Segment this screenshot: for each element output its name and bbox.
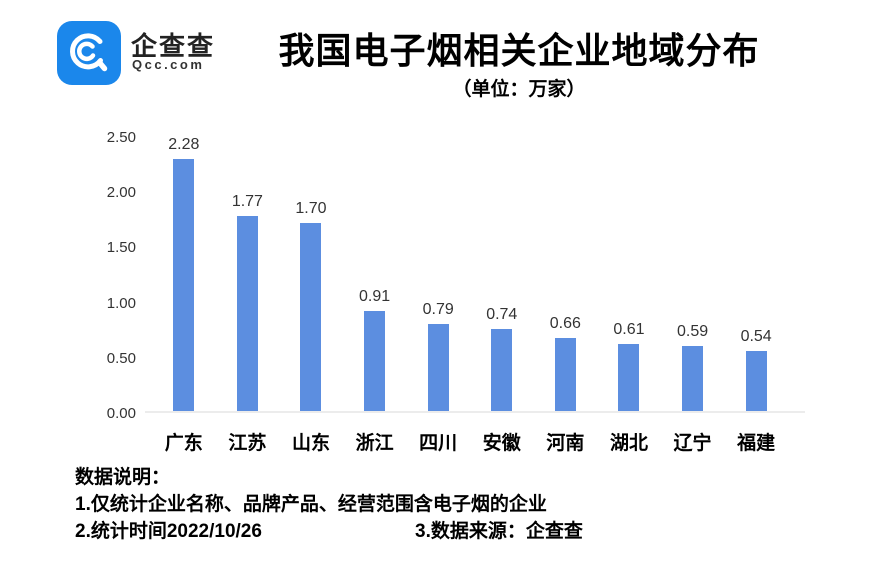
note-source: 3.数据来源：企查查 [415,521,583,542]
y-axis-label: 2.50 [106,129,136,146]
bar [427,323,449,411]
bar-group: 1.77 [216,135,280,411]
brand-name-cn: 企查查 [131,31,216,61]
bar-value-label: 0.91 [359,287,391,305]
bar-value-label: 0.59 [676,322,709,340]
bar-value-label: 0.66 [549,315,581,333]
y-axis-label: 1.50 [106,239,136,257]
bar-group: 0.91 [343,135,407,411]
bar-value-label: 0.79 [422,300,454,318]
bar [491,329,513,411]
note-date: 2.统计时间2022/10/26 [75,521,262,542]
bar-value-label: 2.28 [168,136,200,154]
brand-name-en: Qcc.com [132,57,205,72]
bar-group: 0.74 [470,135,534,411]
bar-value-label: 0.74 [486,306,518,324]
x-axis-label: 山东 [291,433,330,454]
bar-value-label: 0.61 [613,320,645,338]
bar [173,159,195,411]
notes-heading: 数据说明： [75,467,171,488]
x-axis-label: 福建 [737,433,776,454]
x-axis-label: 河南 [546,433,585,454]
bar [300,223,322,411]
qcc-logo-icon [57,21,121,85]
bar [682,345,704,411]
y-axis-label: 0.50 [106,349,136,367]
bar [618,343,640,411]
y-axis-label: 0.00 [106,405,136,422]
chart-unit-subtitle: （单位：万家） [452,79,586,100]
bar-value-label: 0.54 [740,328,772,346]
bar-group: 1.70 [279,135,343,411]
y-axis: 0.00 0.50 1.00 1.50 2.00 2.50 [88,129,136,422]
x-axis-label: 江苏 [228,433,267,454]
x-axis: 广东 江苏 山东 浙江 四川 安徽 河南 湖北 辽宁 福建 [152,428,788,455]
x-axis-label: 四川 [419,433,458,454]
bar-group: 0.61 [597,135,661,411]
bar-group: 0.79 [406,135,470,411]
bar-value-label: 1.70 [295,200,327,218]
x-axis-label: 浙江 [355,433,394,454]
y-axis-label: 2.00 [106,184,136,202]
bar [236,215,258,411]
x-axis-label: 广东 [164,433,203,454]
bar [364,310,386,411]
x-axis-label: 辽宁 [673,433,712,454]
bar [554,338,576,411]
note-scope: 1.仅统计企业名称、品牌产品、经营范围含电子烟的企业 [75,494,547,515]
bar-group: 0.66 [534,135,598,411]
note-line-3: 2.统计时间2022/10/26 3.数据来源：企查查 [75,518,583,545]
bar-group: 0.59 [661,135,725,411]
bar-group: 0.54 [724,135,788,411]
bar-value-label: 1.77 [231,192,263,210]
bar [745,351,767,411]
x-axis-label: 安徽 [482,433,521,454]
plot-area: 2.28 1.77 1.70 0.91 0.79 0.74 0.66 0.61 0.59 0.54 [145,135,805,413]
y-axis-label: 1.00 [106,294,136,312]
chart-title: 我国电子烟相关企业地域分布 [278,30,760,71]
x-axis-label: 湖北 [609,433,648,454]
data-notes: 数据说明： 1.仅统计企业名称、品牌产品、经营范围含电子烟的企业 2.统计时间2… [75,464,583,545]
bars-container: 2.28 1.77 1.70 0.91 0.79 0.74 0.66 0.61 0.59 0.54 [152,135,788,411]
bar-group: 2.28 [152,135,216,411]
